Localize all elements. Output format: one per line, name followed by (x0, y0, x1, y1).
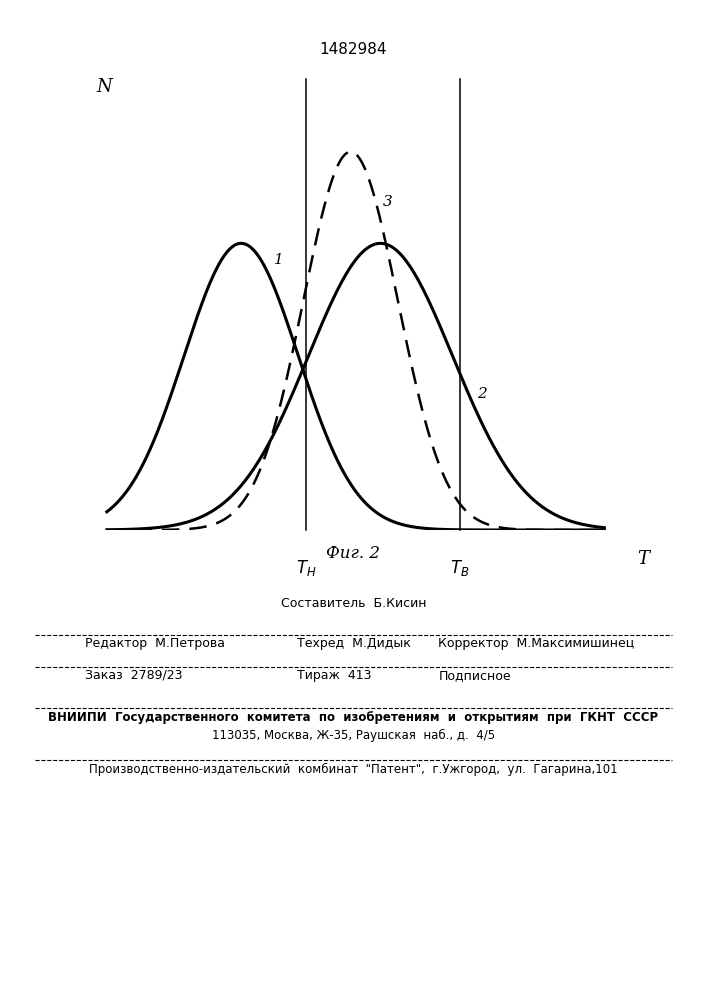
Text: N: N (96, 78, 112, 96)
Text: 113035, Москва, Ж-35, Раушская  наб., д.  4/5: 113035, Москва, Ж-35, Раушская наб., д. … (212, 729, 495, 742)
Text: Подписное: Подписное (438, 669, 511, 682)
Text: T: T (637, 550, 649, 568)
Text: Фиг. 2: Фиг. 2 (327, 545, 380, 562)
Text: 3: 3 (383, 195, 392, 209)
Text: 1: 1 (274, 253, 284, 267)
Text: Производственно-издательский  комбинат  "Патент",  г.Ужгород,  ул.  Гагарина,101: Производственно-издательский комбинат "П… (89, 763, 618, 776)
Text: 1482984: 1482984 (320, 42, 387, 57)
Text: Корректор  М.Максимишинец: Корректор М.Максимишинец (438, 637, 635, 650)
Text: $T_{Н}$: $T_{Н}$ (296, 558, 316, 578)
Text: Тираж  413: Тираж 413 (297, 669, 371, 682)
Text: 2: 2 (477, 387, 487, 401)
Text: Заказ  2789/23: Заказ 2789/23 (85, 669, 182, 682)
Text: $T_{В}$: $T_{В}$ (450, 558, 469, 578)
Text: ВНИИПИ  Государственного  комитета  по  изобретениям  и  открытиям  при  ГКНТ  С: ВНИИПИ Государственного комитета по изоб… (49, 711, 658, 724)
Text: Техред  М.Дидык: Техред М.Дидык (297, 637, 411, 650)
Text: Редактор  М.Петрова: Редактор М.Петрова (85, 637, 225, 650)
Text: Составитель  Б.Кисин: Составитель Б.Кисин (281, 597, 426, 610)
